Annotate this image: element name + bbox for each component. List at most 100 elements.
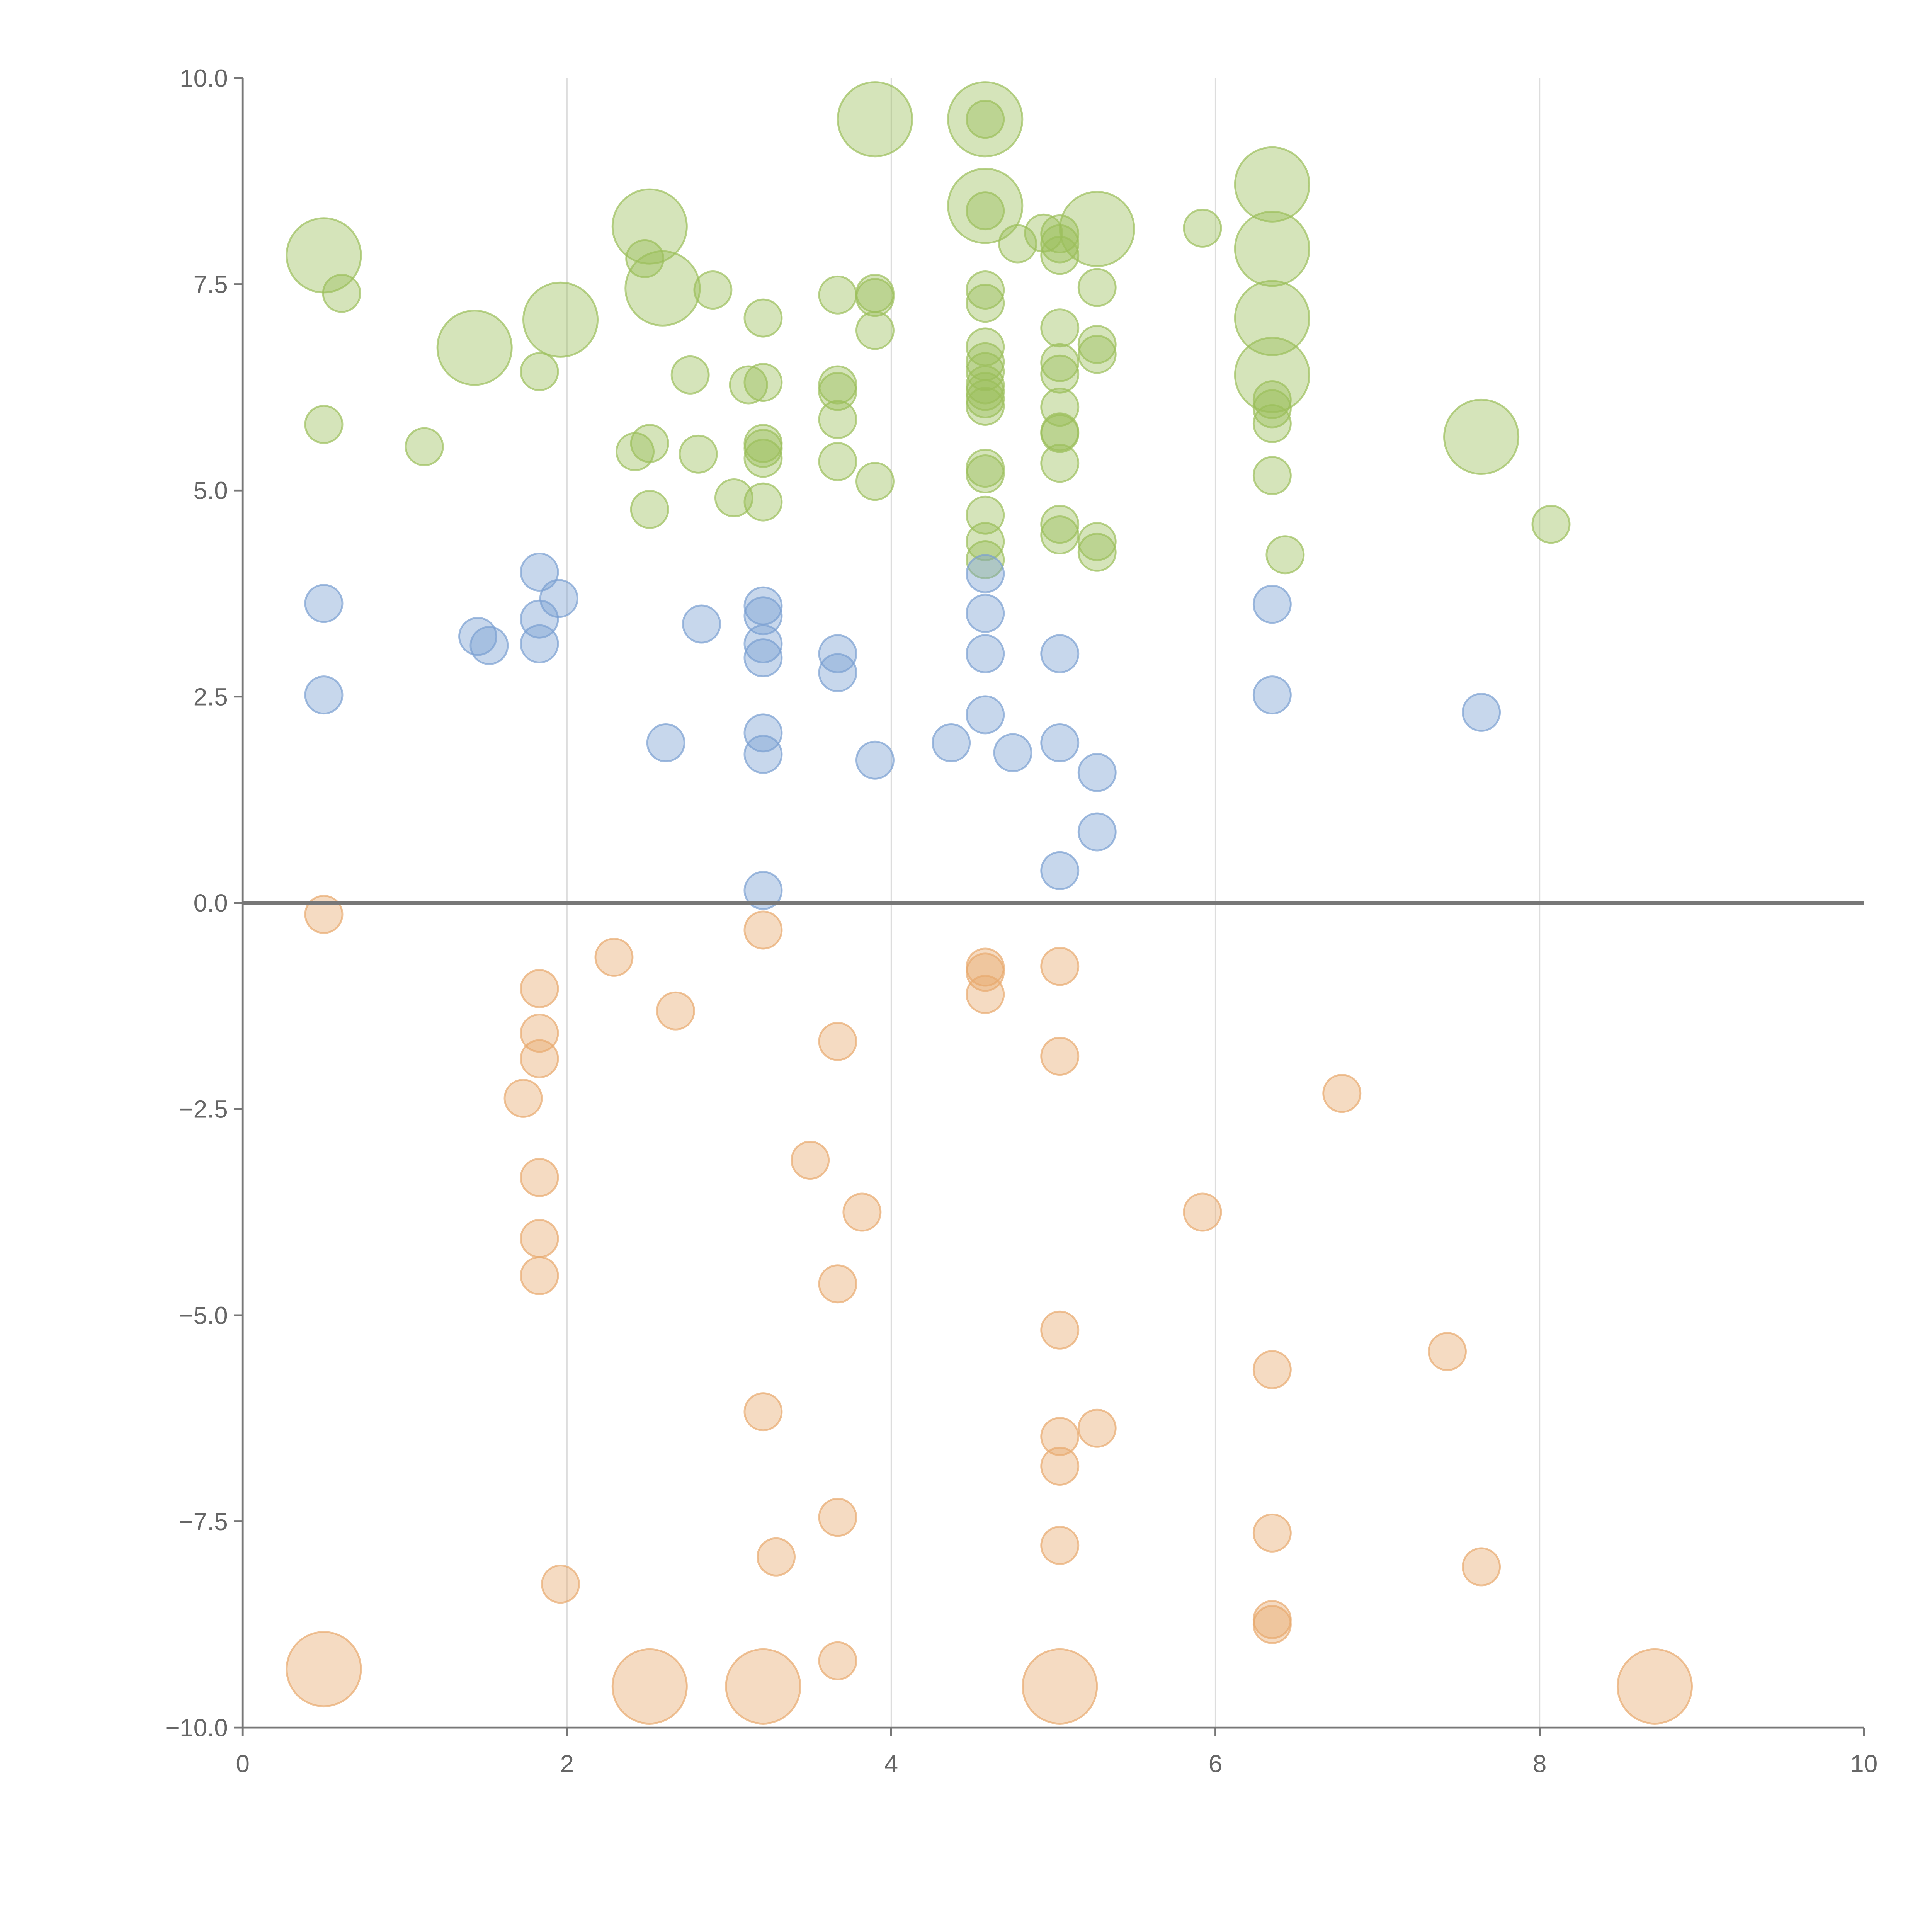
data-point-orange — [286, 1631, 362, 1708]
data-point-green — [1040, 414, 1080, 453]
data-point-blue — [1252, 585, 1292, 624]
data-point-green — [743, 363, 783, 402]
x-tick-label: 10 — [1850, 1750, 1878, 1778]
data-point-green — [625, 239, 665, 278]
data-point-green — [405, 427, 444, 466]
x-tick-label: 4 — [884, 1750, 898, 1778]
data-point-orange — [725, 1648, 801, 1725]
data-point-orange — [1022, 1648, 1098, 1725]
data-point-green — [1040, 444, 1080, 483]
data-point-green — [1252, 380, 1292, 419]
data-point-green — [947, 81, 1024, 158]
data-point-orange — [818, 1498, 857, 1537]
data-point-blue — [682, 604, 721, 644]
data-point-green — [855, 278, 895, 317]
data-point-green — [1077, 532, 1117, 572]
data-point-blue — [304, 584, 344, 623]
data-point-green — [1234, 337, 1310, 413]
data-point-orange — [1040, 1526, 1080, 1565]
data-point-green — [436, 310, 513, 386]
data-point-green — [1059, 191, 1135, 267]
data-point-orange — [520, 1039, 559, 1078]
data-point-green — [1183, 208, 1222, 248]
data-point-green — [966, 100, 1005, 139]
data-point-blue — [743, 596, 783, 636]
data-point-orange — [1322, 1074, 1362, 1113]
data-point-green — [304, 405, 344, 444]
data-point-blue — [818, 653, 857, 692]
data-point-blue — [520, 553, 559, 592]
data-point-blue — [1252, 675, 1292, 715]
data-point-green — [818, 372, 857, 411]
data-point-orange — [1616, 1648, 1693, 1725]
data-point-green — [630, 490, 669, 529]
data-point-green — [693, 270, 733, 310]
data-point-orange — [966, 952, 1005, 992]
data-point-orange — [541, 1565, 580, 1604]
data-point-green — [670, 355, 710, 395]
data-point-blue — [1040, 851, 1080, 890]
data-point-orange — [818, 1264, 857, 1304]
tick-labels: 0 2 4 6 8 10 10.0 7.5 5.0 2.5 0.0 −2.5 −5.0 −7.5 −10.0 — [165, 64, 1878, 1777]
data-point-blue — [1077, 753, 1117, 792]
y-tick-label: 0.0 — [194, 889, 228, 917]
data-point-blue — [1462, 692, 1501, 732]
data-point-blue — [743, 735, 783, 774]
data-point-green — [1040, 515, 1080, 554]
data-point-blue — [1040, 723, 1080, 762]
y-tick-label: −5.0 — [179, 1301, 228, 1329]
data-point-orange — [1077, 1408, 1117, 1448]
data-point-green — [966, 540, 1005, 580]
y-tick-label: 7.5 — [194, 270, 228, 298]
data-point-green — [743, 482, 783, 522]
data-point-orange — [1252, 1350, 1292, 1389]
data-point-blue — [1040, 634, 1080, 673]
data-point-green — [998, 224, 1037, 264]
data-point-orange — [966, 975, 1005, 1014]
data-point-orange — [743, 910, 783, 950]
data-point-blue — [993, 733, 1032, 772]
data-point-green — [729, 365, 768, 405]
data-point-green — [855, 462, 895, 501]
x-tick-label: 6 — [1209, 1750, 1223, 1778]
data-point-orange — [818, 1641, 857, 1680]
data-point-green — [1040, 354, 1080, 394]
data-point-green — [966, 191, 1005, 231]
data-point-green — [1234, 280, 1310, 356]
data-point-blue — [966, 554, 1005, 594]
data-point-green — [624, 250, 701, 327]
data-point-green — [520, 352, 559, 391]
data-point-orange — [304, 895, 344, 934]
data-point-blue — [304, 675, 344, 715]
data-point-green — [1077, 522, 1117, 561]
data-point-orange — [1252, 1605, 1292, 1644]
data-point-green — [818, 442, 857, 481]
data-point-orange — [842, 1192, 882, 1232]
data-point-green — [1531, 505, 1571, 544]
data-point-blue — [966, 695, 1005, 735]
data-point-orange — [520, 1256, 559, 1295]
data-point-orange — [1252, 1513, 1292, 1553]
data-point-green — [966, 270, 1005, 310]
data-point-orange — [520, 1219, 559, 1258]
data-point-green — [1234, 146, 1310, 223]
data-point-green — [818, 400, 857, 439]
data-point-green — [322, 274, 361, 313]
data-point-green — [714, 478, 753, 517]
data-point-blue — [966, 634, 1005, 673]
y-tick-label: 10.0 — [180, 64, 228, 92]
data-point-orange — [1462, 1547, 1501, 1587]
data-point-orange — [656, 991, 695, 1031]
data-point-green — [837, 81, 913, 158]
x-tick-label: 8 — [1533, 1750, 1547, 1778]
data-point-green — [1040, 236, 1080, 275]
data-point-blue — [743, 713, 783, 753]
data-point-orange — [520, 1158, 559, 1197]
data-point-green — [1443, 398, 1520, 475]
data-point-orange — [1040, 1417, 1080, 1456]
data-point-blue — [520, 624, 559, 663]
data-point-green — [1077, 325, 1117, 364]
x-tick-label: 0 — [236, 1750, 250, 1778]
data-point-green — [1252, 456, 1292, 495]
